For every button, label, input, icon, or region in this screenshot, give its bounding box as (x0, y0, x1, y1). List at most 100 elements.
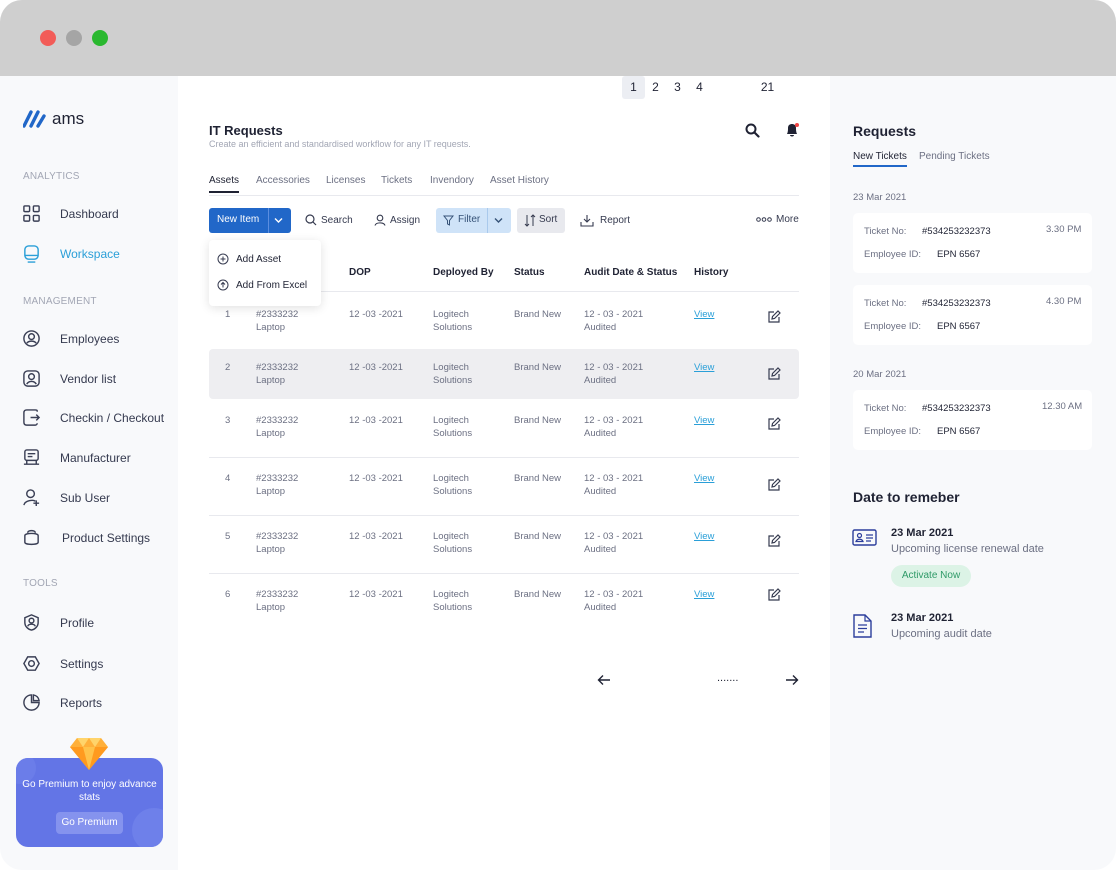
download-icon (580, 215, 594, 227)
status: Brand New (514, 415, 561, 426)
tab-pending-tickets[interactable]: Pending Tickets (919, 151, 990, 162)
sidebar-item-product-settings[interactable]: Product Settings (22, 528, 150, 547)
table-row[interactable]: 5 #2333232 Laptop 12 -03 -2021 Logitech … (209, 530, 799, 580)
chevron-down-icon[interactable] (274, 217, 283, 224)
activate-now-button[interactable]: Activate Now (891, 565, 971, 587)
view-history-link[interactable]: View (694, 362, 715, 373)
view-history-link[interactable]: View (694, 473, 715, 484)
tab-assets[interactable]: Assets (209, 175, 240, 193)
assign-button[interactable]: Assign (374, 214, 420, 226)
tab-accessories[interactable]: Accessories (256, 175, 310, 186)
page-1[interactable]: 1 (622, 76, 645, 99)
maximize-window-button[interactable] (92, 30, 108, 46)
table-row[interactable]: 6 #2333232 Laptop 12 -03 -2021 Logitech … (209, 588, 799, 638)
edit-icon[interactable] (767, 478, 781, 492)
ticket-card[interactable]: Ticket No: #534253232373 12.30 AM Employ… (853, 390, 1092, 450)
tab-asset-history[interactable]: Asset History (490, 175, 549, 186)
sidebar-item-employees[interactable]: Employees (22, 329, 119, 348)
table-row[interactable]: 3 #2333232 Laptop 12 -03 -2021 Logitech … (209, 414, 799, 464)
add-asset-option[interactable]: Add Asset (217, 253, 281, 265)
page-21[interactable]: 21 (760, 80, 775, 94)
ticket-label: Ticket No: (864, 226, 907, 237)
page-3[interactable]: 3 (674, 80, 681, 94)
row-divider (209, 457, 799, 458)
edit-icon[interactable] (767, 367, 781, 381)
sidebar-item-settings[interactable]: Settings (22, 654, 103, 673)
filter-button[interactable]: Filter (436, 208, 511, 233)
sidebar-item-profile[interactable]: Profile (22, 613, 94, 632)
view-history-link[interactable]: View (694, 531, 715, 542)
tab-new-tickets[interactable]: New Tickets (853, 151, 907, 167)
window-titlebar (0, 0, 1116, 76)
edit-icon[interactable] (767, 310, 781, 324)
employee-label: Employee ID: (864, 249, 922, 260)
deployed-by: Logitech (433, 589, 469, 600)
view-history-link[interactable]: View (694, 589, 715, 600)
chevron-down-icon[interactable] (494, 217, 503, 224)
ticket-card[interactable]: Ticket No: #534253232373 4.30 PM Employe… (853, 285, 1092, 345)
sort-button[interactable]: Sort (517, 208, 565, 233)
search-icon[interactable] (745, 123, 760, 138)
dop: 12 -03 -2021 (349, 589, 403, 600)
dashboard-icon (23, 205, 40, 222)
app-logo[interactable]: ams (23, 109, 84, 129)
tab-invendory[interactable]: Invendory (430, 175, 474, 186)
sidebar-item-sub-user[interactable]: Sub User (22, 488, 110, 507)
header-divider (209, 291, 799, 292)
edit-icon[interactable] (767, 534, 781, 548)
table-row[interactable]: 2 #2333232 Laptop 12 -03 -2021 Logitech … (209, 349, 799, 399)
arrow-right-icon[interactable] (785, 674, 799, 686)
notification-bell-icon[interactable] (784, 122, 800, 138)
audit-date: 12 - 03 - 2021 (584, 531, 644, 542)
page-4[interactable]: 4 (696, 80, 703, 94)
sidebar-item-workspace[interactable]: Workspace (22, 244, 120, 263)
tab-licenses[interactable]: Licenses (326, 175, 366, 186)
workspace-icon (24, 245, 39, 263)
go-premium-button[interactable]: Go Premium (56, 812, 123, 834)
view-history-link[interactable]: View (694, 309, 715, 320)
audit-status: Audited (584, 602, 617, 613)
more-label: More (776, 214, 799, 225)
asset-tabs: Assets Accessories Licenses Tickets Inve… (209, 175, 799, 196)
sidebar-item-label: Settings (60, 656, 104, 671)
sidebar-item-vendor-list[interactable]: Vendor list (22, 369, 116, 388)
premium-card: Go Premium to enjoy advance stats Go Pre… (16, 758, 163, 847)
close-window-button[interactable] (40, 30, 56, 46)
table-row[interactable]: 1 #2333232 Laptop 12 -03 -2021 Logitech … (209, 302, 799, 358)
status: Brand New (514, 589, 561, 600)
new-item-button[interactable]: New Item (209, 208, 291, 233)
report-button[interactable]: Report (580, 214, 630, 227)
page-2[interactable]: 2 (652, 80, 659, 94)
more-button[interactable]: More (756, 214, 799, 225)
deployed-by: Solutions (433, 544, 473, 555)
settings-icon (23, 656, 40, 671)
ticket-group-date: 20 Mar 2021 (853, 369, 907, 380)
deployed-by: Logitech (433, 309, 469, 320)
status: Brand New (514, 473, 561, 484)
deployed-by: Logitech (433, 362, 469, 373)
view-history-link[interactable]: View (694, 415, 715, 426)
arrow-left-icon[interactable] (597, 674, 611, 686)
dop: 12 -03 -2021 (349, 362, 403, 373)
dop: 12 -03 -2021 (349, 531, 403, 542)
sidebar-item-checkin-checkout[interactable]: Checkin / Checkout (22, 408, 164, 427)
sidebar-item-manufacturer[interactable]: Manufacturer (22, 448, 131, 467)
audit-date: 12 - 03 - 2021 (584, 589, 644, 600)
sidebar-item-reports[interactable]: Reports (22, 693, 102, 712)
search-button[interactable]: Search (305, 214, 353, 226)
audit-status: Audited (584, 486, 617, 497)
edit-icon[interactable] (767, 417, 781, 431)
event-date: 23 Mar 2021 (891, 527, 954, 539)
section-management: MANAGEMENT (23, 296, 97, 307)
sidebar-item-dashboard[interactable]: Dashboard (22, 204, 119, 223)
add-from-excel-option[interactable]: Add From Excel (217, 279, 307, 291)
minimize-window-button[interactable] (66, 30, 82, 46)
edit-icon[interactable] (767, 588, 781, 602)
dates-title: Date to remeber (853, 489, 960, 505)
deployed-by: Solutions (433, 428, 473, 439)
employee-label: Employee ID: (864, 426, 922, 437)
tab-tickets[interactable]: Tickets (381, 175, 413, 186)
ticket-number: #534253232373 (922, 298, 991, 309)
ticket-card[interactable]: Ticket No: #534253232373 3.30 PM Employe… (853, 213, 1092, 273)
table-row[interactable]: 4 #2333232 Laptop 12 -03 -2021 Logitech … (209, 472, 799, 522)
